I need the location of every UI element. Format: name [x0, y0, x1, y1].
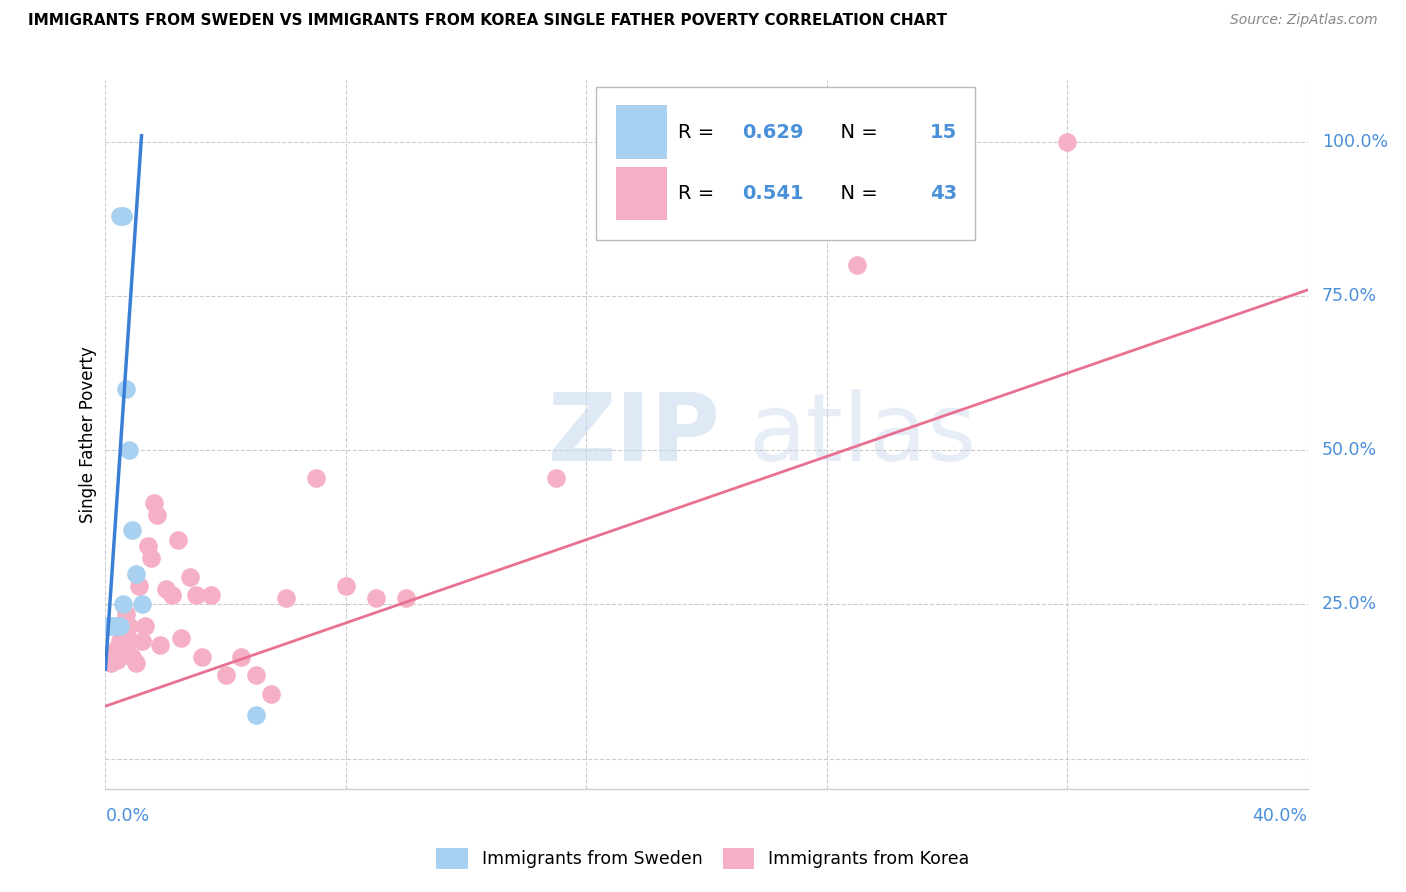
Point — [110, 209, 132, 223]
Legend: Immigrants from Sweden, Immigrants from Korea: Immigrants from Sweden, Immigrants from … — [429, 841, 977, 876]
Point — [145, 508, 167, 522]
Point — [155, 582, 177, 596]
Text: 43: 43 — [931, 185, 957, 203]
Point — [107, 640, 129, 655]
Text: 40.0%: 40.0% — [1253, 807, 1308, 825]
Point — [112, 598, 135, 612]
Text: 50.0%: 50.0% — [1322, 442, 1376, 459]
Point — [200, 588, 222, 602]
Text: N =: N = — [828, 122, 884, 142]
Point — [110, 634, 132, 648]
Point — [169, 632, 191, 646]
Point — [1056, 135, 1078, 149]
Point — [395, 591, 418, 606]
Point — [118, 619, 141, 633]
Text: 0.0%: 0.0% — [105, 807, 149, 825]
Point — [546, 471, 568, 485]
Point — [335, 579, 357, 593]
Point — [115, 628, 138, 642]
Point — [118, 634, 141, 648]
Point — [139, 551, 162, 566]
Point — [100, 656, 122, 670]
Point — [305, 471, 328, 485]
Point — [245, 668, 267, 682]
Point — [112, 638, 135, 652]
Point — [107, 619, 129, 633]
Point — [190, 649, 212, 664]
Point — [112, 615, 135, 630]
Point — [131, 598, 153, 612]
FancyBboxPatch shape — [596, 87, 974, 240]
Point — [124, 566, 146, 581]
Text: 25.0%: 25.0% — [1322, 596, 1376, 614]
Point — [118, 443, 141, 458]
Text: 0.541: 0.541 — [742, 185, 804, 203]
Point — [100, 619, 122, 633]
Point — [364, 591, 387, 606]
Point — [136, 539, 159, 553]
Point — [245, 708, 267, 723]
Point — [115, 607, 138, 621]
Point — [131, 634, 153, 648]
Point — [184, 588, 207, 602]
Text: N =: N = — [828, 185, 884, 203]
Text: R =: R = — [678, 185, 720, 203]
Point — [166, 533, 188, 547]
Bar — [616, 105, 666, 159]
Text: R =: R = — [678, 122, 720, 142]
Text: atlas: atlas — [748, 389, 977, 481]
Point — [214, 668, 236, 682]
Point — [128, 579, 150, 593]
Point — [274, 591, 297, 606]
Point — [148, 638, 170, 652]
Point — [121, 649, 143, 664]
Point — [107, 653, 129, 667]
Text: ZIP: ZIP — [548, 389, 721, 481]
Point — [103, 653, 125, 667]
Point — [110, 647, 132, 661]
Point — [124, 656, 146, 670]
Point — [103, 619, 125, 633]
Point — [121, 524, 143, 538]
Bar — [616, 167, 666, 220]
Text: 100.0%: 100.0% — [1322, 133, 1388, 151]
Point — [103, 647, 125, 661]
Text: Source: ZipAtlas.com: Source: ZipAtlas.com — [1230, 13, 1378, 28]
Text: 0.629: 0.629 — [742, 122, 804, 142]
Point — [845, 258, 868, 272]
Point — [142, 496, 165, 510]
Y-axis label: Single Father Poverty: Single Father Poverty — [79, 346, 97, 524]
Point — [112, 209, 135, 223]
Point — [229, 649, 252, 664]
Text: 75.0%: 75.0% — [1322, 287, 1376, 305]
Point — [134, 619, 156, 633]
Text: 15: 15 — [931, 122, 957, 142]
Point — [260, 687, 283, 701]
Point — [107, 619, 129, 633]
Point — [179, 570, 201, 584]
Point — [160, 588, 183, 602]
Text: IMMIGRANTS FROM SWEDEN VS IMMIGRANTS FROM KOREA SINGLE FATHER POVERTY CORRELATIO: IMMIGRANTS FROM SWEDEN VS IMMIGRANTS FRO… — [28, 13, 948, 29]
Point — [97, 619, 120, 633]
Point — [115, 382, 138, 396]
Point — [110, 619, 132, 633]
